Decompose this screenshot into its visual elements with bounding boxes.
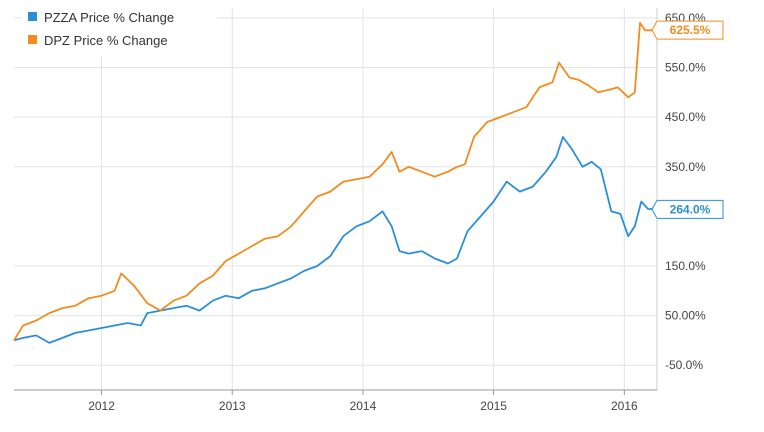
x-tick-label: 2014	[350, 399, 377, 413]
y-tick-label: -50.0%	[665, 358, 703, 372]
chart-legend: PZZA Price % Change DPZ Price % Change	[22, 4, 217, 56]
end-label-text: 625.5%	[670, 23, 711, 37]
legend-background	[22, 4, 217, 56]
y-tick-label: 50.00%	[665, 309, 706, 323]
end-labels: 264.0% 625.5%	[651, 20, 724, 219]
series-layer	[13, 21, 658, 344]
legend-label-dpz: DPZ Price % Change	[44, 33, 168, 48]
y-tick-label: 350.0%	[665, 160, 706, 174]
axis-layer: 650.0%550.0%450.0%350.0%150.0%50.00%-50.…	[14, 8, 706, 413]
legend-label-pzza: PZZA Price % Change	[44, 10, 174, 25]
y-tick-label: 150.0%	[665, 259, 706, 273]
series-line-pzza	[13, 136, 658, 344]
end-label-pzza: 264.0%	[651, 199, 724, 219]
x-tick-label: 2013	[219, 399, 246, 413]
end-label-box	[651, 199, 724, 219]
x-tick-label: 2012	[88, 399, 115, 413]
legend-swatch-dpz	[28, 35, 37, 44]
chart-grid	[14, 8, 657, 390]
series-line-dpz	[13, 21, 658, 341]
x-tick-label: 2016	[611, 399, 638, 413]
legend-swatch-pzza	[28, 12, 37, 21]
end-label-text: 264.0%	[670, 202, 711, 216]
y-tick-label: 550.0%	[665, 61, 706, 75]
end-label-box	[651, 20, 724, 40]
y-tick-label: 450.0%	[665, 110, 706, 124]
x-tick-label: 2015	[480, 399, 507, 413]
end-label-dpz: 625.5%	[651, 20, 724, 40]
